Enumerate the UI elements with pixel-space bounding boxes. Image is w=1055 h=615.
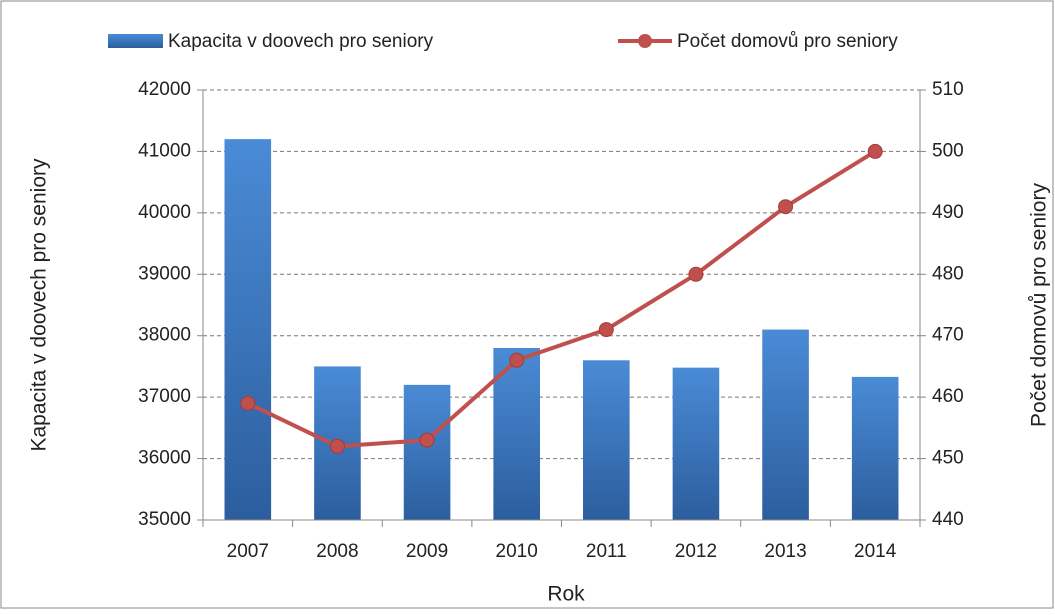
y-tick-label: 39000: [138, 263, 191, 284]
line-point: [867, 143, 883, 159]
line-point: [688, 266, 704, 282]
bar: [672, 367, 720, 520]
legend-swatch: [638, 34, 652, 48]
legend-label: Počet domovů pro seniory: [677, 31, 898, 52]
x-tick-label: 2012: [675, 541, 717, 562]
line-point: [778, 199, 794, 215]
y2-tick-label: 500: [932, 140, 964, 161]
bar: [224, 139, 272, 520]
y-tick-label: 36000: [138, 448, 191, 469]
line-point: [509, 352, 525, 368]
y2-tick-label: 440: [932, 509, 964, 530]
legend-swatch: [108, 34, 163, 48]
y2-tick-label: 510: [932, 79, 964, 100]
bar: [403, 384, 451, 520]
y2-tick-label: 480: [932, 263, 964, 284]
y-tick-label: 40000: [138, 202, 191, 223]
line-point: [329, 438, 345, 454]
y-tick-label: 38000: [138, 325, 191, 346]
bar: [851, 376, 899, 520]
line-point: [240, 395, 256, 411]
y-tick-label: 41000: [138, 140, 191, 161]
y2-tick-label: 470: [932, 325, 964, 346]
x-tick-label: 2010: [496, 541, 538, 562]
x-tick-label: 2013: [764, 541, 806, 562]
y-tick-label: 37000: [138, 386, 191, 407]
line: [246, 149, 877, 449]
bar: [762, 329, 809, 520]
line-point: [598, 322, 614, 338]
legend-label: Kapacita v doovech pro seniory: [168, 31, 434, 52]
y2-axis-title: Počet domovů pro seniory: [1028, 183, 1051, 427]
x-tick-label: 2011: [586, 541, 627, 562]
y2-tick-label: 490: [932, 202, 964, 223]
y-tick-label: 42000: [138, 79, 191, 100]
y-axis-title: Kapacita v doovech pro seniory: [28, 158, 51, 452]
x-tick-label: 2014: [854, 541, 897, 562]
x-tick-label: 2007: [227, 541, 269, 562]
bar: [583, 360, 630, 520]
x-axis-title: Rok: [547, 583, 585, 606]
y-tick-label: 35000: [138, 509, 191, 530]
x-tick-label: 2008: [316, 541, 358, 562]
y2-tick-label: 450: [932, 448, 964, 469]
y2-tick-label: 460: [932, 386, 964, 407]
line-point: [419, 432, 435, 448]
x-tick-label: 2009: [406, 541, 448, 562]
